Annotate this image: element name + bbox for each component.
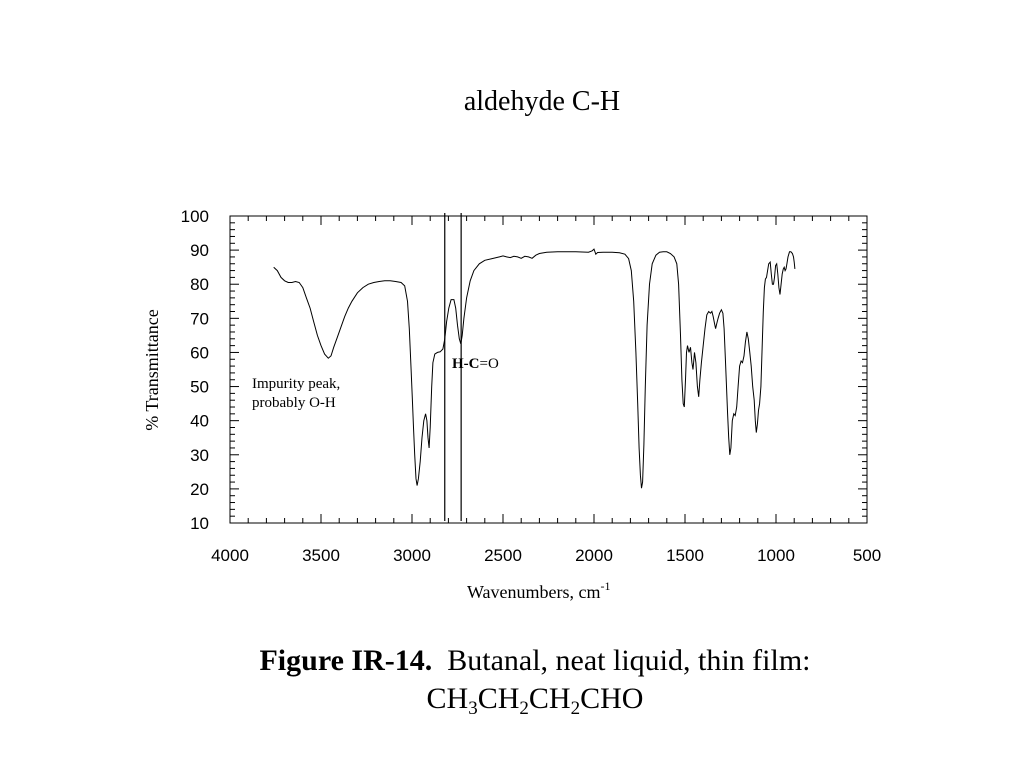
x-axis-title: Wavenumbers, cm-1	[467, 579, 611, 602]
y-tick-label: 100	[181, 207, 209, 226]
chemical-formula: CH3CH2CH2CHO	[426, 682, 644, 719]
y-tick-label: 70	[190, 309, 209, 328]
axis-ticks: 4000 3500 3000 2500 2000 1500 1000 500 10 20 30 40 5…	[181, 207, 882, 565]
plot-frame	[229, 215, 868, 524]
x-tick-label: 2000	[575, 546, 613, 565]
x-tick-label: 3000	[393, 546, 431, 565]
impurity-annotation-line2: probably O-H	[252, 395, 336, 411]
carbonyl-annotation: H-C=O	[452, 356, 499, 372]
y-tick-label: 50	[190, 378, 209, 397]
x-tick-label: 2500	[484, 546, 522, 565]
impurity-annotation-line1: Impurity peak,	[252, 376, 340, 392]
x-axis-title-superscript: -1	[601, 579, 611, 593]
x-tick-label: 1500	[666, 546, 704, 565]
slide-title: aldehyde C-H	[463, 86, 621, 117]
y-tick-label: 20	[190, 480, 209, 499]
y-tick-label: 30	[190, 446, 209, 465]
spectrum-series-line	[273, 248, 796, 489]
marker-lines	[444, 213, 462, 521]
figure-description: Butanal, neat liquid, thin film:	[447, 644, 811, 677]
y-tick-label: 90	[190, 241, 209, 260]
carbonyl-annotation-rest: =O	[480, 356, 499, 372]
x-tick-label: 4000	[211, 546, 249, 565]
y-axis-title: % Transmittance	[142, 309, 162, 431]
x-tick-label: 500	[853, 546, 881, 565]
figure-caption: Figure IR-14. Butanal, neat liquid, thin…	[0, 642, 1024, 718]
y-tick-label: 40	[190, 412, 209, 431]
x-tick-label: 3500	[302, 546, 340, 565]
figure-label: Figure IR-14.	[259, 644, 433, 677]
x-axis-title-main: Wavenumbers, cm	[467, 582, 601, 602]
ir-spectrum-chart: 4000 3500 3000 2500 2000 1500 1000 500 10 20 30 40 5…	[142, 207, 882, 602]
carbonyl-annotation-bold: H-C	[452, 356, 480, 372]
y-tick-label: 10	[190, 514, 209, 533]
y-tick-label: 60	[190, 343, 209, 362]
y-tick-label: 80	[190, 275, 209, 294]
x-tick-label: 1000	[757, 546, 795, 565]
plot-border	[229, 215, 868, 524]
